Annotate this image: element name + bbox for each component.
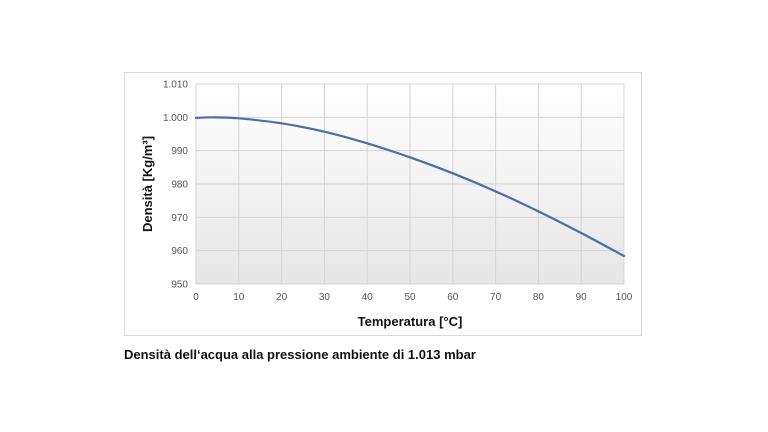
y-tick-label: 1.000 (163, 113, 188, 124)
x-tick-label: 10 (233, 292, 245, 303)
y-tick-label: 980 (171, 180, 188, 191)
x-tick-label: 20 (276, 292, 288, 303)
x-tick-label: 80 (533, 292, 545, 303)
x-tick-label: 40 (362, 292, 374, 303)
x-tick-label: 50 (404, 292, 416, 303)
x-tick-label: 90 (576, 292, 588, 303)
x-axis-title: Temperatura [°C] (358, 314, 463, 329)
x-tick-label: 70 (490, 292, 502, 303)
series-layer (194, 116, 626, 258)
density-series-line (194, 116, 626, 258)
x-tick-label: 100 (616, 292, 633, 303)
y-axis-title: Densità [Kg/m³] (140, 136, 155, 232)
x-tick-label: 0 (193, 292, 199, 303)
x-tick-label: 30 (319, 292, 331, 303)
y-tick-label: 950 (171, 280, 188, 291)
tick-labels: 0 10 20 30 40 50 60 70 80 90 100 950 960 970 980 990 1.0… (163, 80, 633, 304)
y-tick-label: 970 (171, 213, 188, 224)
grid (195, 83, 625, 285)
figure-caption: Densità dell‘acqua alla pressione ambien… (124, 347, 476, 362)
x-tick-label: 60 (447, 292, 459, 303)
y-tick-label: 1.010 (163, 80, 188, 91)
y-tick-label: 960 (171, 246, 188, 257)
y-tick-label: 990 (171, 146, 188, 157)
